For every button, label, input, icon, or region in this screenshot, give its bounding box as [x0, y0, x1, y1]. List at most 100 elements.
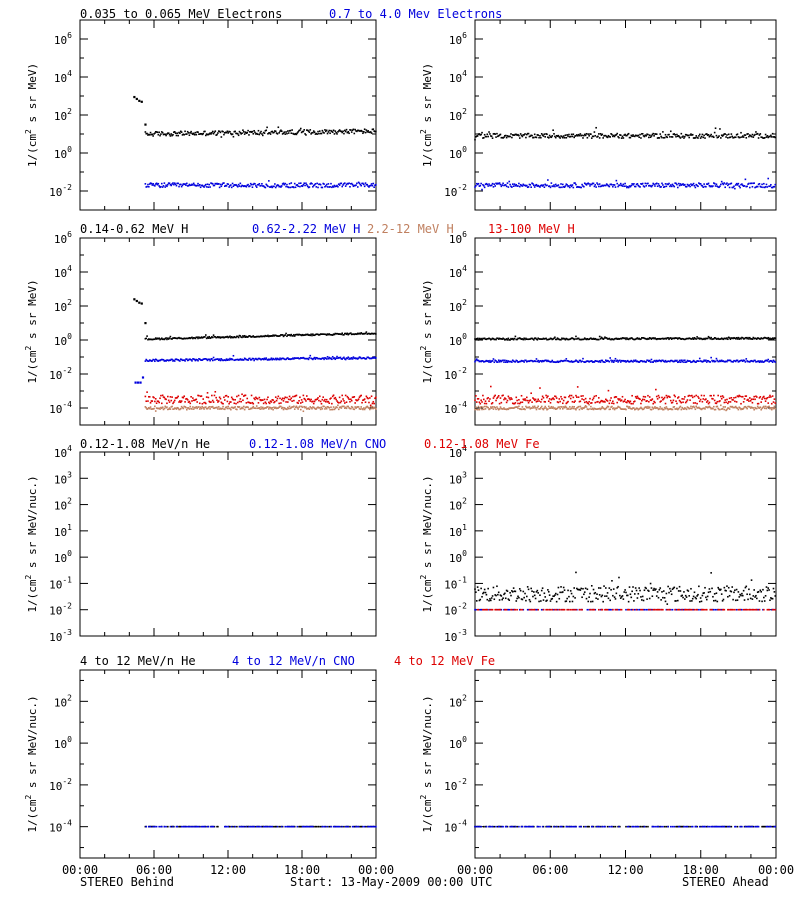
data-point: [601, 609, 603, 611]
data-point: [506, 402, 508, 404]
data-point: [542, 587, 544, 589]
data-point: [372, 403, 374, 405]
data-point: [259, 397, 261, 399]
data-point: [609, 186, 611, 188]
series-points: [474, 572, 776, 605]
data-point: [662, 131, 664, 133]
data-point: [589, 408, 591, 410]
data-point: [644, 186, 646, 188]
data-point: [659, 609, 661, 611]
data-point: [703, 592, 705, 594]
data-point: [477, 586, 479, 588]
data-point: [375, 408, 377, 410]
data-point: [206, 186, 208, 188]
data-point: [204, 336, 206, 338]
data-point: [305, 406, 307, 408]
data-point: [508, 338, 510, 340]
data-point: [267, 186, 269, 188]
data-point: [661, 183, 663, 185]
data-point: [520, 402, 522, 404]
data-point: [668, 134, 670, 136]
data-point: [516, 598, 518, 600]
data-point: [568, 134, 570, 136]
data-point: [691, 395, 693, 397]
data-point: [331, 358, 333, 360]
data-point: [773, 609, 775, 611]
data-point: [542, 396, 544, 398]
data-point: [146, 335, 148, 337]
data-point: [543, 184, 545, 186]
data-point: [528, 589, 530, 591]
data-point: [246, 398, 248, 400]
data-point: [271, 407, 273, 409]
data-point: [619, 595, 621, 597]
data-point: [724, 587, 726, 589]
data-point: [184, 826, 186, 828]
data-point: [693, 596, 695, 598]
data-point: [627, 406, 629, 408]
data-point: [475, 406, 477, 408]
data-point: [695, 402, 697, 404]
data-point: [590, 601, 592, 603]
data-point: [551, 135, 553, 137]
data-point: [159, 397, 161, 399]
data-point: [295, 186, 297, 188]
data-point: [208, 826, 210, 828]
data-point: [587, 137, 589, 139]
data-point: [211, 395, 213, 397]
data-point: [686, 361, 688, 363]
data-point: [581, 360, 583, 362]
data-point: [262, 399, 264, 401]
data-point: [727, 596, 729, 598]
data-point: [599, 137, 601, 139]
data-point: [508, 609, 510, 611]
data-point: [522, 136, 524, 138]
data-point: [651, 409, 653, 411]
data-point: [636, 397, 638, 399]
data-point: [659, 408, 661, 410]
data-point: [179, 360, 181, 362]
data-point: [604, 595, 606, 597]
data-point: [535, 407, 537, 409]
data-point: [246, 186, 248, 188]
data-point: [630, 185, 632, 187]
data-point: [723, 397, 725, 399]
data-point: [594, 609, 596, 611]
data-point: [682, 135, 684, 137]
data-point: [202, 398, 204, 400]
data-point: [608, 406, 610, 408]
data-point: [496, 609, 498, 611]
data-point: [582, 588, 584, 590]
data-point: [205, 406, 207, 408]
data-point: [486, 133, 488, 135]
data-point: [506, 609, 508, 611]
data-point: [226, 132, 228, 134]
data-point: [553, 133, 555, 135]
data-point: [192, 397, 194, 399]
data-point: [522, 406, 524, 408]
data-point: [500, 397, 502, 399]
data-point: [666, 603, 668, 605]
data-point: [192, 184, 194, 186]
data-point: [681, 409, 683, 411]
series-points: [474, 336, 776, 341]
data-point: [532, 596, 534, 598]
data-point: [303, 395, 305, 397]
data-point: [752, 407, 754, 409]
data-point: [227, 408, 229, 410]
data-point: [487, 185, 489, 187]
data-point: [736, 589, 738, 591]
data-point: [316, 186, 318, 188]
data-point: [190, 396, 192, 398]
data-point: [616, 609, 618, 611]
data-point: [213, 826, 215, 828]
data-point: [755, 131, 757, 133]
data-point: [652, 398, 654, 400]
data-point: [519, 137, 521, 139]
data-point: [345, 131, 347, 133]
data-point: [717, 401, 719, 403]
data-point: [348, 182, 350, 184]
data-point: [252, 403, 254, 405]
data-point: [375, 397, 377, 399]
data-point: [728, 587, 730, 589]
